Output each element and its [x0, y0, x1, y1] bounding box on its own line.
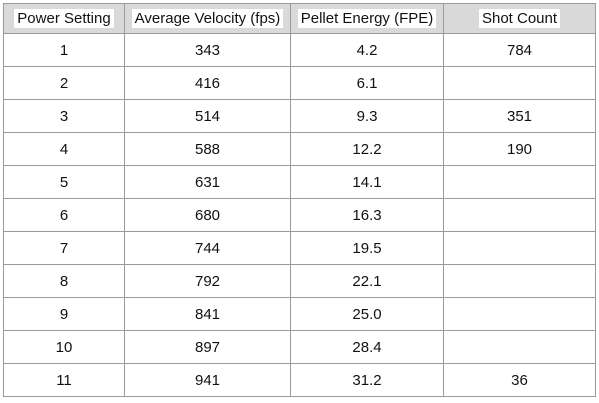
cell-pellet-energy: 16.3 [290, 198, 444, 232]
cell-average-velocity: 514 [124, 99, 291, 133]
cell-shot-count: 351 [443, 99, 596, 133]
table-row: 9 841 25.0 [3, 297, 596, 331]
cell-power-setting: 6 [3, 198, 125, 232]
header-label: Shot Count [478, 9, 561, 28]
table-body: 1 343 4.2 784 2 416 6.1 3 514 9.3 351 4 … [3, 33, 596, 397]
table-row: 7 744 19.5 [3, 231, 596, 265]
cell-average-velocity: 941 [124, 363, 291, 397]
cell-power-setting: 7 [3, 231, 125, 265]
cell-shot-count [443, 198, 596, 232]
header-label: Average Velocity (fps) [131, 9, 284, 28]
cell-shot-count: 36 [443, 363, 596, 397]
data-table: Power Setting Average Velocity (fps) Pel… [3, 3, 596, 397]
cell-pellet-energy: 14.1 [290, 165, 444, 199]
header-label: Power Setting [14, 9, 114, 28]
cell-shot-count [443, 330, 596, 364]
cell-pellet-energy: 22.1 [290, 264, 444, 298]
cell-pellet-energy: 4.2 [290, 33, 444, 67]
cell-power-setting: 8 [3, 264, 125, 298]
cell-power-setting: 1 [3, 33, 125, 67]
cell-shot-count [443, 297, 596, 331]
cell-shot-count: 784 [443, 33, 596, 67]
table-header: Power Setting Average Velocity (fps) Pel… [3, 3, 596, 34]
cell-shot-count: 190 [443, 132, 596, 166]
cell-power-setting: 9 [3, 297, 125, 331]
header-shot-count: Shot Count [443, 3, 596, 34]
cell-shot-count [443, 264, 596, 298]
cell-pellet-energy: 31.2 [290, 363, 444, 397]
table-row: 3 514 9.3 351 [3, 99, 596, 133]
cell-average-velocity: 680 [124, 198, 291, 232]
cell-power-setting: 11 [3, 363, 125, 397]
cell-average-velocity: 897 [124, 330, 291, 364]
cell-average-velocity: 744 [124, 231, 291, 265]
cell-shot-count [443, 231, 596, 265]
cell-average-velocity: 416 [124, 66, 291, 100]
cell-pellet-energy: 12.2 [290, 132, 444, 166]
cell-average-velocity: 588 [124, 132, 291, 166]
header-label: Pellet Energy (FPE) [297, 9, 437, 28]
table-row: 4 588 12.2 190 [3, 132, 596, 166]
table-row: 10 897 28.4 [3, 330, 596, 364]
header-average-velocity: Average Velocity (fps) [124, 3, 291, 34]
cell-shot-count [443, 66, 596, 100]
cell-pellet-energy: 25.0 [290, 297, 444, 331]
cell-pellet-energy: 19.5 [290, 231, 444, 265]
cell-average-velocity: 792 [124, 264, 291, 298]
header-power-setting: Power Setting [3, 3, 125, 34]
cell-pellet-energy: 28.4 [290, 330, 444, 364]
table-row: 6 680 16.3 [3, 198, 596, 232]
cell-power-setting: 10 [3, 330, 125, 364]
cell-pellet-energy: 6.1 [290, 66, 444, 100]
table-row: 5 631 14.1 [3, 165, 596, 199]
cell-power-setting: 2 [3, 66, 125, 100]
cell-power-setting: 5 [3, 165, 125, 199]
cell-pellet-energy: 9.3 [290, 99, 444, 133]
cell-shot-count [443, 165, 596, 199]
cell-power-setting: 4 [3, 132, 125, 166]
table-row: 1 343 4.2 784 [3, 33, 596, 67]
cell-power-setting: 3 [3, 99, 125, 133]
cell-average-velocity: 631 [124, 165, 291, 199]
table-row: 11 941 31.2 36 [3, 363, 596, 397]
header-pellet-energy: Pellet Energy (FPE) [290, 3, 444, 34]
table-row: 8 792 22.1 [3, 264, 596, 298]
cell-average-velocity: 343 [124, 33, 291, 67]
table-row: 2 416 6.1 [3, 66, 596, 100]
header-row: Power Setting Average Velocity (fps) Pel… [3, 3, 596, 34]
cell-average-velocity: 841 [124, 297, 291, 331]
